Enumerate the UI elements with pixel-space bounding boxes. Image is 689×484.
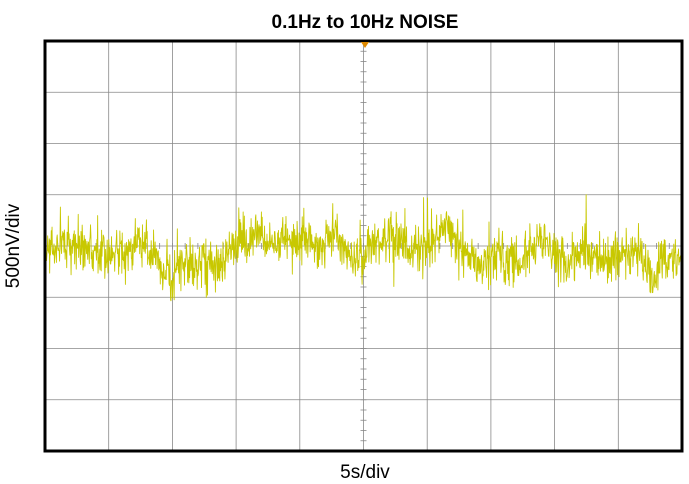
y-axis-label: 500nV/div — [3, 203, 24, 288]
noise-trace — [46, 194, 681, 302]
chart-title: 0.1Hz to 10Hz NOISE — [272, 12, 459, 33]
noise-series-line — [46, 194, 681, 302]
x-axis-label: 5s/div — [340, 462, 390, 483]
plot-frame — [43, 39, 684, 453]
trigger-marker-icon — [361, 42, 369, 48]
